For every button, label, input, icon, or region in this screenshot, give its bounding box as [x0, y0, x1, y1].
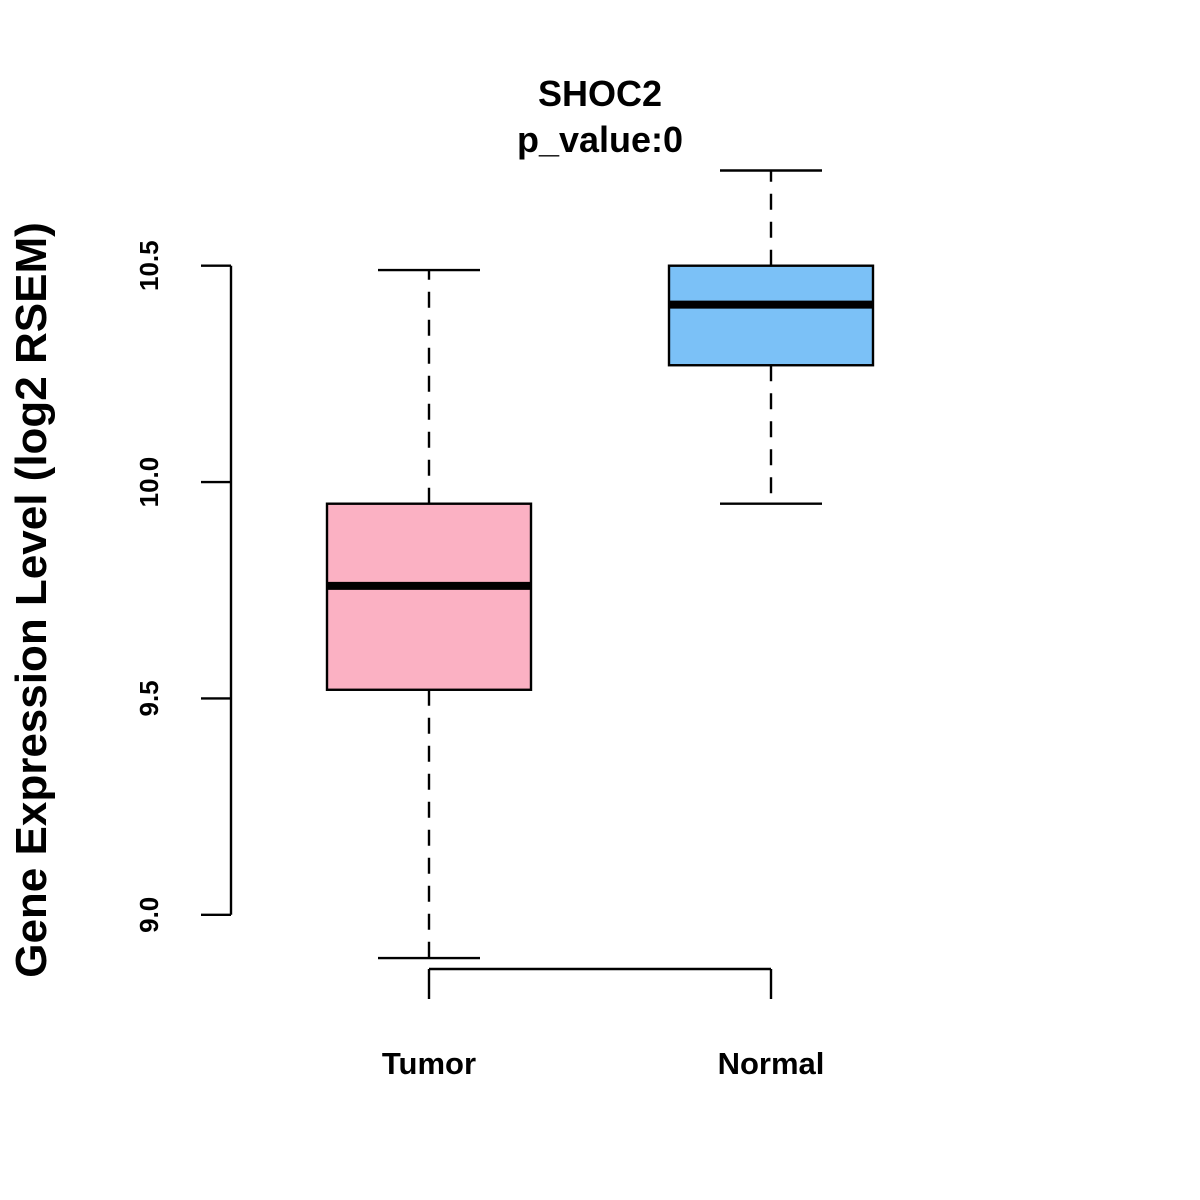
x-tick-label-tumor: Tumor — [382, 1046, 476, 1081]
y-axis: 9.0 9.5 10.0 10.5 — [134, 240, 233, 933]
y-tick-label: 10.5 — [134, 240, 164, 291]
x-tick-label-normal: Normal — [718, 1046, 825, 1081]
tumor-box — [325, 502, 533, 691]
y-tick-label: 9.5 — [134, 680, 164, 716]
chart-subtitle: p_value:0 — [517, 119, 683, 160]
y-tick-label: 9.0 — [134, 897, 164, 933]
normal-box — [667, 264, 875, 367]
chart-title: SHOC2 — [538, 73, 662, 114]
x-axis: Tumor Normal — [382, 967, 825, 1081]
y-tick-label: 10.0 — [134, 457, 164, 508]
y-axis-label: Gene Expression Level (log2 RSEM) — [7, 222, 56, 978]
box-series — [325, 169, 875, 960]
